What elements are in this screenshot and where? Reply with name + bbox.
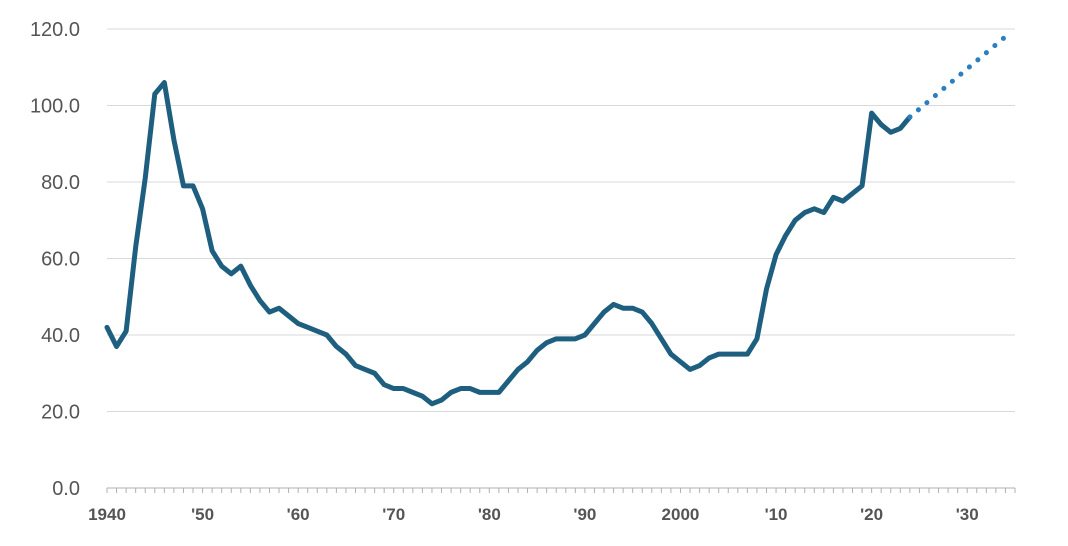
x-tick-label: '70: [382, 505, 405, 524]
series-lines: [104, 34, 1008, 407]
x-tick-label: '10: [765, 505, 788, 524]
y-tick-label: 120.0: [30, 19, 80, 41]
gridlines: [107, 28, 1015, 412]
y-tick-label: 20.0: [41, 402, 80, 424]
y-tick-label: 40.0: [41, 325, 80, 347]
x-tick-label: '60: [287, 505, 310, 524]
series-line-actual: [104, 80, 913, 407]
series-line-projected: [907, 34, 1008, 120]
x-tick-label: '50: [191, 505, 214, 524]
y-tick-label: 80.0: [41, 172, 80, 194]
y-tick-label: 60.0: [41, 249, 80, 271]
x-axis: [106, 487, 1016, 493]
x-tick-label: 1940: [88, 505, 126, 524]
x-tick-label: '30: [956, 505, 979, 524]
y-axis-labels: 0.0 20.0 40.0 60.0 80.0 100.0 120.0: [30, 19, 80, 500]
x-tick-label: '80: [478, 505, 501, 524]
x-tick-label: 2000: [662, 505, 700, 524]
x-axis-labels: 1940 '50 '60 '70 '80 '90 2000 '10 '20 '30: [88, 505, 979, 524]
y-tick-label: 100.0: [30, 96, 80, 118]
x-tick-label: '20: [860, 505, 883, 524]
x-tick-label: '90: [573, 505, 596, 524]
y-tick-label: 0.0: [52, 478, 80, 500]
